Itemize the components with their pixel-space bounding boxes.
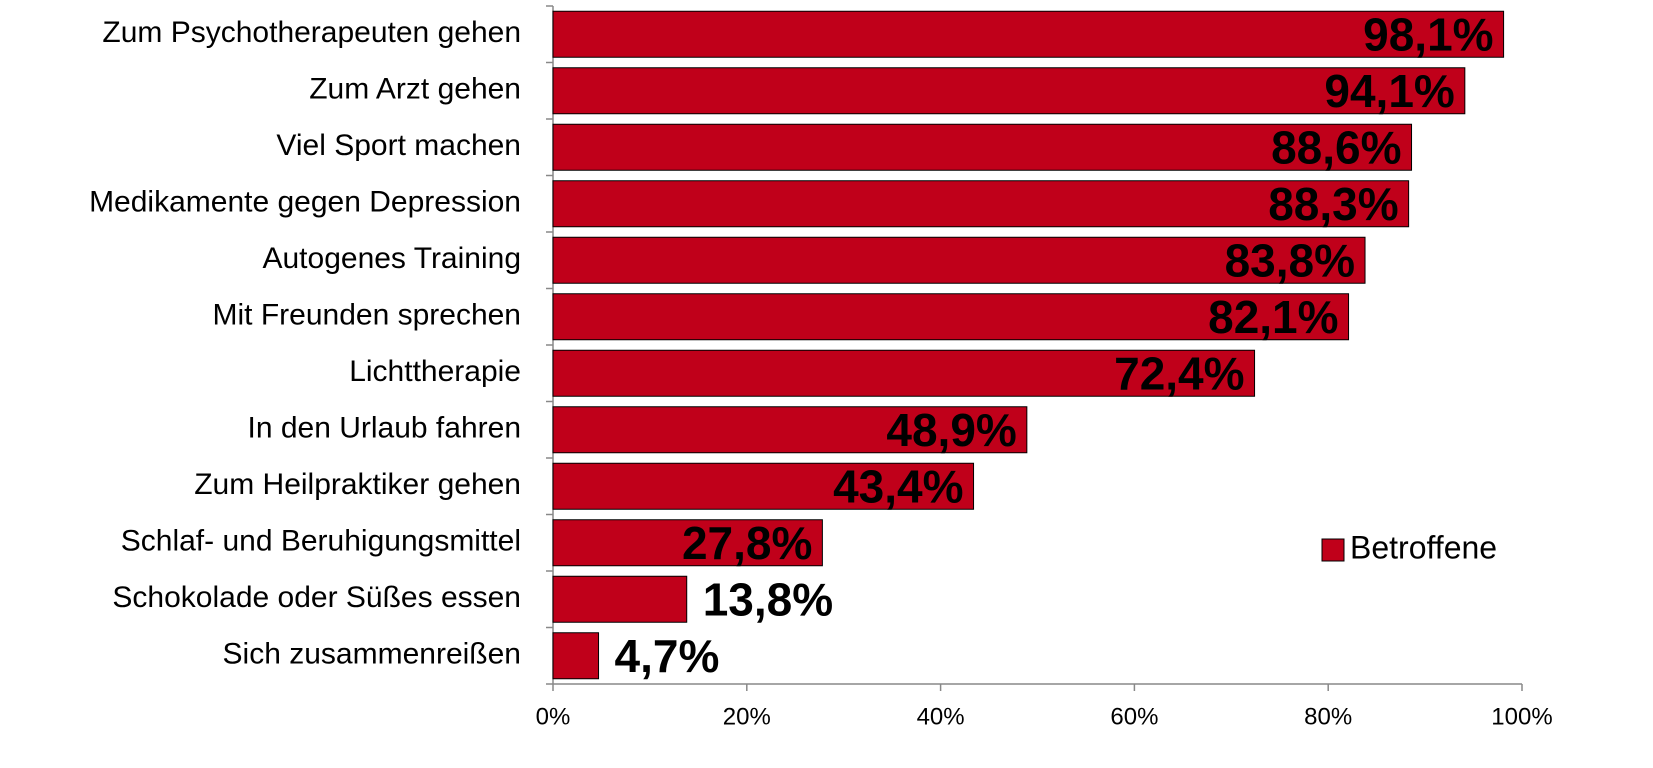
x-tick-label: 60% xyxy=(1110,703,1158,730)
value-label: 72,4% xyxy=(1114,347,1244,399)
category-label: Viel Sport machen xyxy=(276,129,521,162)
category-label: Medikamente gegen Depression xyxy=(89,186,521,219)
value-label: 98,1% xyxy=(1363,8,1493,60)
value-label: 13,8% xyxy=(703,573,833,625)
bar xyxy=(552,123,1413,171)
legend-label: Betroffene xyxy=(1350,529,1497,565)
category-label: Schokolade oder Süßes essen xyxy=(112,581,521,614)
category-label: Lichttherapie xyxy=(349,355,521,388)
value-label: 88,3% xyxy=(1268,178,1398,230)
category-label: Autogenes Training xyxy=(262,242,521,275)
bar xyxy=(552,293,1350,341)
category-label: In den Urlaub fahren xyxy=(247,412,521,445)
value-label: 43,4% xyxy=(833,460,963,512)
bar xyxy=(552,519,823,567)
bar xyxy=(552,632,600,680)
x-tick-label: 80% xyxy=(1304,703,1352,730)
x-tick-label: 40% xyxy=(917,703,965,730)
x-tick-label: 0% xyxy=(536,703,571,730)
value-label: 88,6% xyxy=(1271,121,1401,173)
value-label: 94,1% xyxy=(1324,65,1454,117)
category-label: Mit Freunden sprechen xyxy=(213,299,522,332)
category-label: Zum Heilpraktiker gehen xyxy=(194,468,521,501)
category-label: Schlaf- und Beruhigungsmittel xyxy=(121,525,521,558)
category-label: Sich zusammenreißen xyxy=(223,638,521,671)
bar xyxy=(552,236,1366,284)
x-tick-label: 100% xyxy=(1491,703,1552,730)
value-label: 27,8% xyxy=(682,517,812,569)
value-label: 4,7% xyxy=(615,630,720,682)
bar xyxy=(552,462,975,510)
bar xyxy=(552,575,688,623)
value-label: 82,1% xyxy=(1208,291,1338,343)
bar xyxy=(552,349,1256,397)
value-label: 83,8% xyxy=(1225,234,1355,286)
x-tick-label: 20% xyxy=(723,703,771,730)
bar xyxy=(552,10,1505,58)
bar xyxy=(552,67,1466,115)
bar xyxy=(552,406,1028,454)
bar xyxy=(552,180,1410,228)
value-label: 48,9% xyxy=(886,404,1016,456)
category-label: Zum Psychotherapeuten gehen xyxy=(102,16,521,49)
category-label: Zum Arzt gehen xyxy=(309,73,521,106)
legend-swatch xyxy=(1321,538,1345,562)
